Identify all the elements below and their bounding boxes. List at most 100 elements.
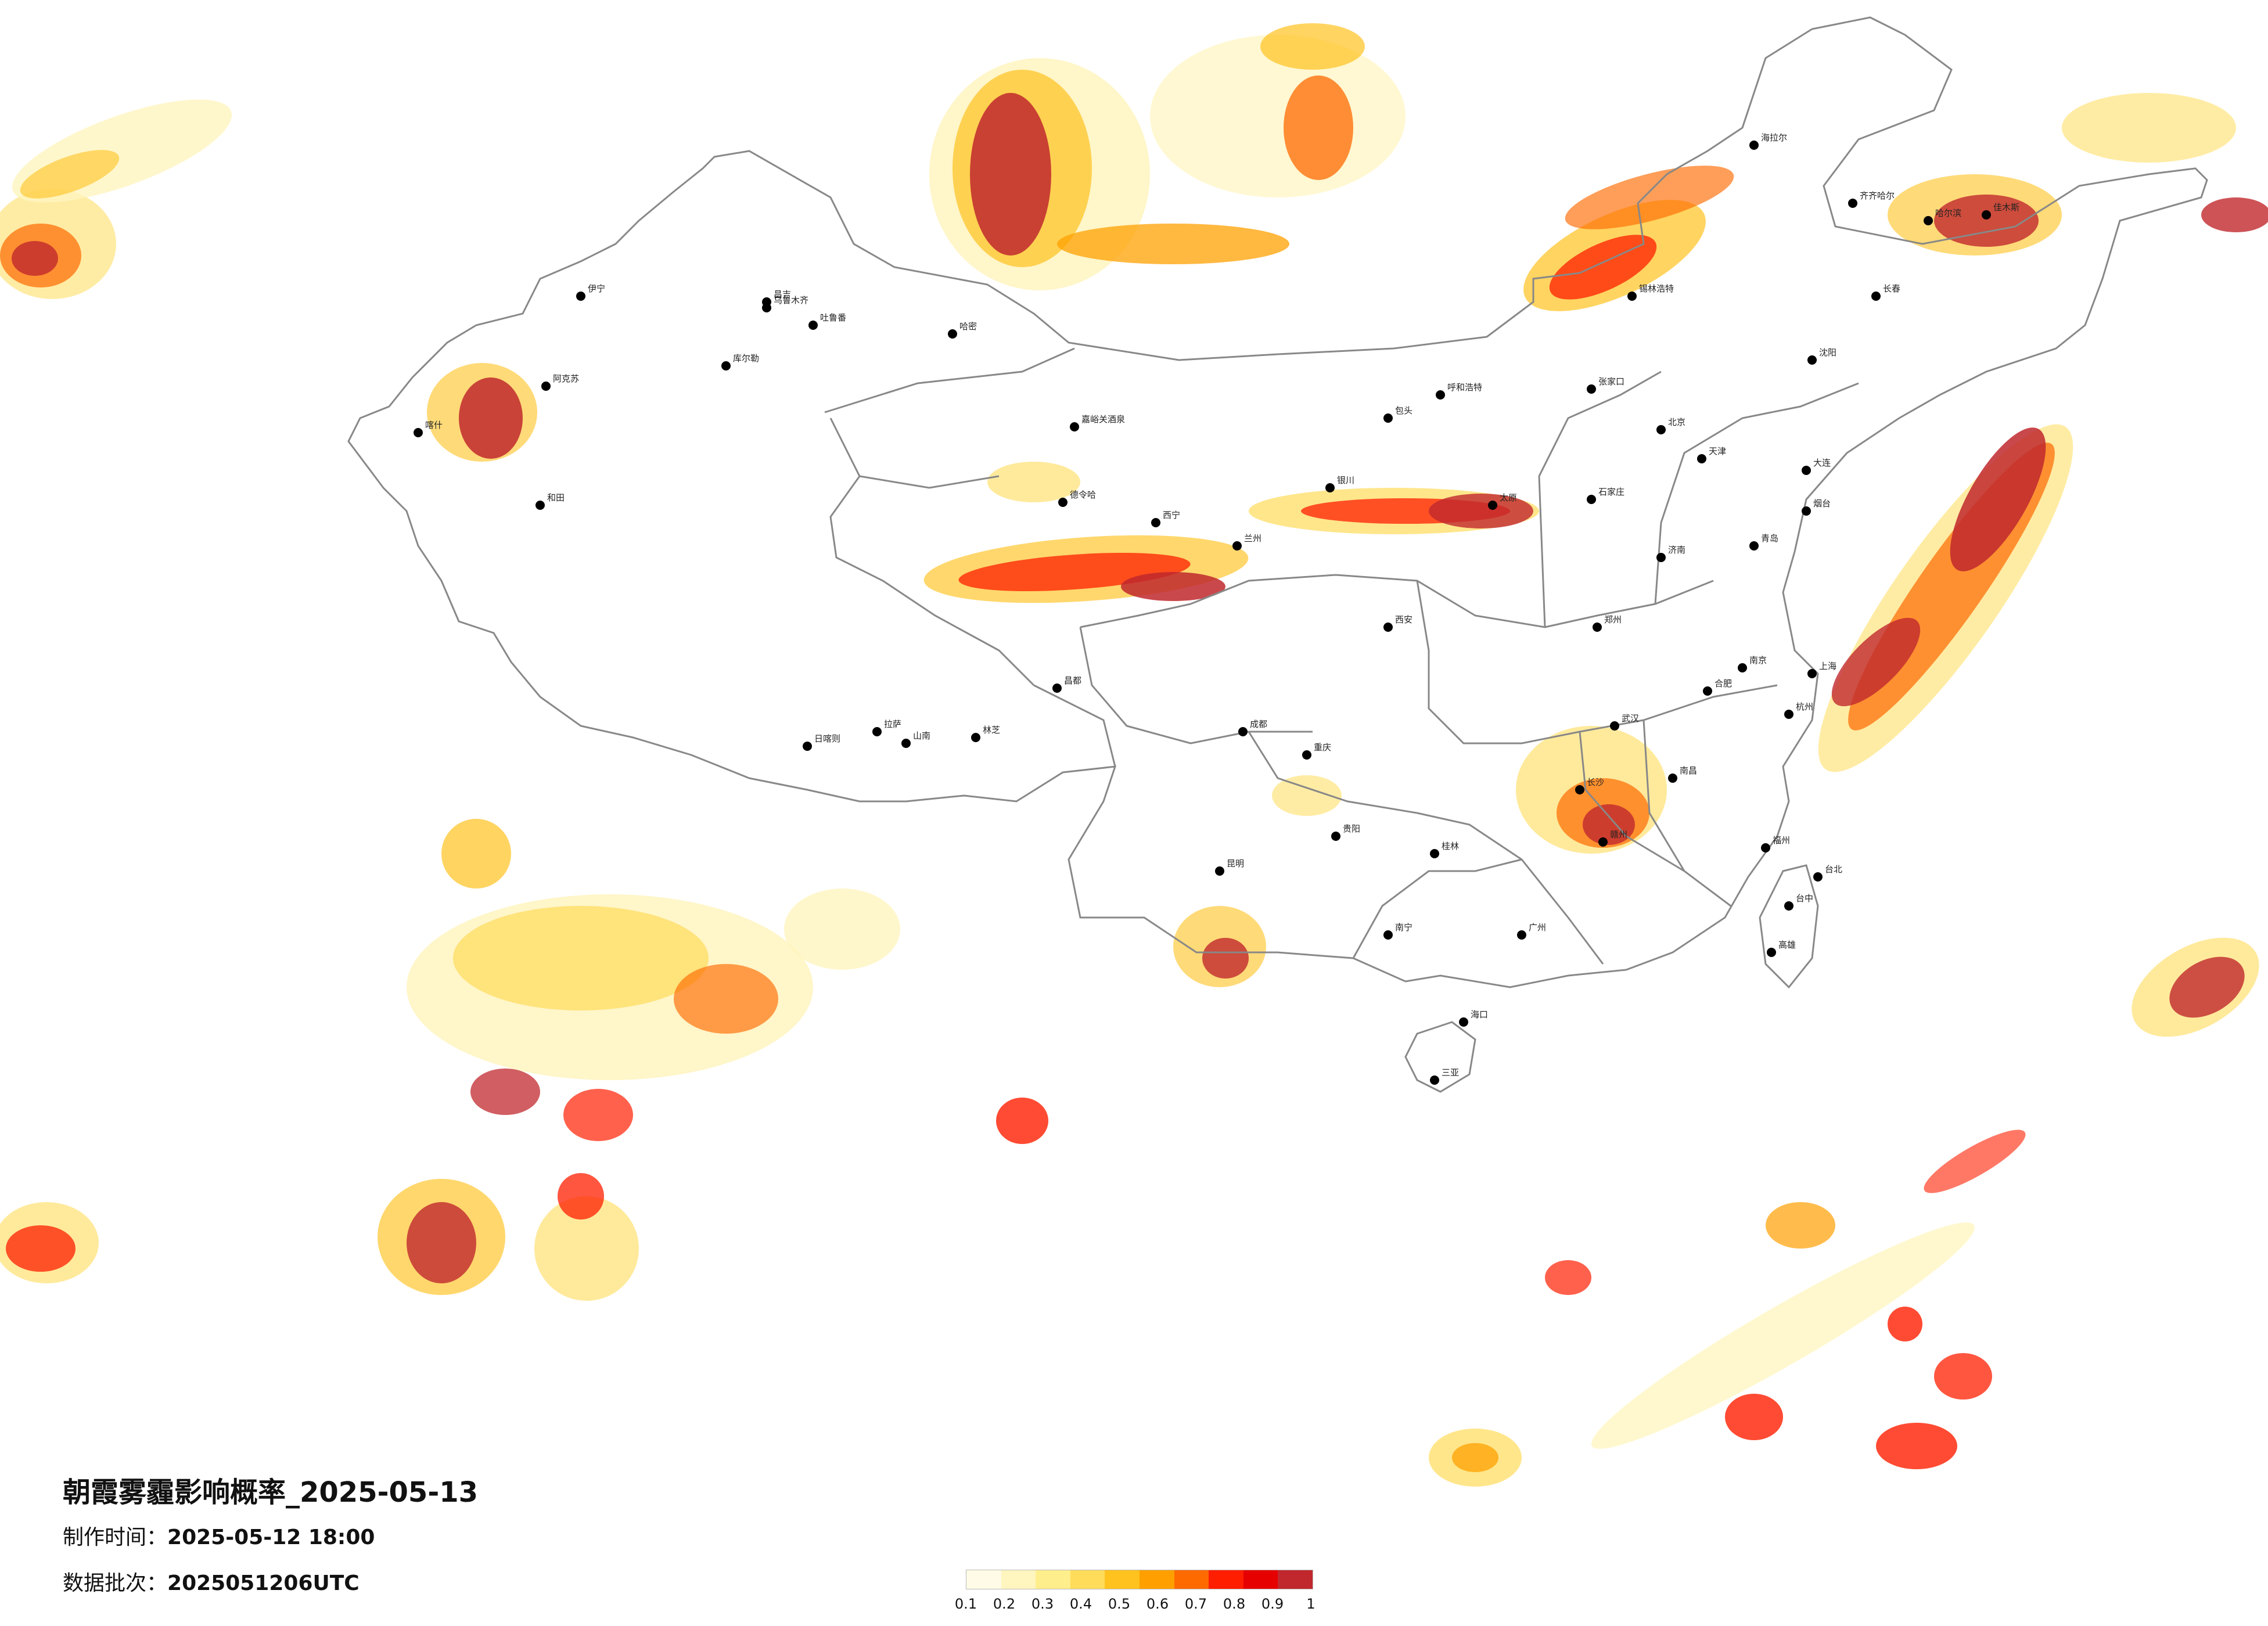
- data-batch: 数据批次：2025051206UTC: [63, 1566, 360, 1596]
- city-dot: [1848, 199, 1857, 208]
- city-dot: [1517, 930, 1526, 940]
- city-label: 广州: [1529, 922, 1546, 933]
- city-marker: 日喀则: [803, 733, 840, 751]
- city-label: 嘉峪关酒泉: [1081, 414, 1125, 425]
- city-marker: 德令哈: [1058, 490, 1096, 507]
- city-label: 西安: [1395, 614, 1412, 625]
- city-label: 济南: [1668, 545, 1685, 555]
- city-dot: [872, 727, 882, 736]
- city-marker: 合肥: [1703, 678, 1732, 696]
- city-label: 呼和浩特: [1447, 382, 1482, 393]
- city-dot: [1813, 872, 1823, 882]
- city-marker: 和田: [535, 492, 565, 510]
- city-dot: [1383, 623, 1393, 632]
- city-marker: 杭州: [1784, 702, 1813, 719]
- city-label: 成都: [1250, 719, 1267, 729]
- legend-swatch-8: [1209, 1570, 1243, 1589]
- legend-swatch-10: [1278, 1570, 1313, 1589]
- city-marker: 台中: [1784, 893, 1813, 911]
- city-dot: [1430, 849, 1439, 858]
- city-label: 沈阳: [1819, 347, 1836, 358]
- legend-swatch-9: [1243, 1570, 1278, 1589]
- city-marker: 银川: [1325, 475, 1354, 492]
- made-time: 制作时间：2025-05-12 18:00: [63, 1520, 375, 1551]
- city-dot: [1325, 483, 1335, 492]
- city-label: 郑州: [1604, 614, 1622, 625]
- city-marker: 重庆: [1302, 742, 1331, 760]
- city-dot: [1761, 843, 1770, 852]
- city-dot: [1784, 710, 1793, 719]
- blob-myanmar: [378, 819, 1048, 1301]
- city-dot: [721, 361, 731, 370]
- city-marker: 西宁: [1151, 510, 1180, 527]
- city-dot: [1749, 141, 1759, 150]
- city-label: 山南: [913, 731, 930, 741]
- map-title: 朝霞雾霾影响概率_2025-05-13: [63, 1476, 479, 1509]
- blob-qinghai-band: [923, 462, 1249, 603]
- city-marker: 武汉: [1610, 713, 1639, 731]
- blob-inner-mongolia-ne: [1523, 93, 2268, 311]
- legend-tick-label: 0.2: [993, 1596, 1016, 1612]
- blob-hunan: [1272, 726, 1667, 854]
- city-label: 日喀则: [814, 733, 840, 744]
- city-label: 林芝: [983, 725, 1000, 735]
- city-dot: [1383, 413, 1393, 423]
- city-dot: [1593, 623, 1602, 632]
- city-dot: [1587, 495, 1596, 504]
- city-marker: 齐齐哈尔: [1848, 190, 1895, 208]
- city-dot: [1459, 1017, 1468, 1027]
- city-marker: 烟台: [1802, 498, 1831, 516]
- city-dot: [1784, 901, 1793, 911]
- city-marker: 石家庄: [1587, 487, 1624, 504]
- city-marker: 嘉峪关酒泉: [1070, 414, 1125, 431]
- city-label: 吐鲁番: [820, 312, 846, 323]
- city-marker: 济南: [1656, 545, 1685, 562]
- city-dot: [1052, 684, 1062, 693]
- city-dot: [1331, 832, 1340, 841]
- city-label: 台中: [1796, 893, 1813, 904]
- made-time-label: 制作时间：: [63, 1526, 168, 1549]
- city-label: 福州: [1773, 835, 1790, 846]
- city-label: 台北: [1825, 864, 1842, 875]
- city-label: 上海: [1819, 661, 1836, 671]
- city-dot: [803, 742, 812, 751]
- city-label: 喀什: [425, 420, 443, 430]
- batch-value: 2025051206UTC: [167, 1571, 360, 1595]
- city-dot: [1802, 506, 1811, 516]
- city-dot: [1802, 466, 1811, 475]
- city-marker: 青岛: [1749, 533, 1778, 551]
- city-marker: 海口: [1459, 1009, 1488, 1027]
- city-marker: 长沙: [1575, 777, 1604, 794]
- legend-swatch-4: [1070, 1570, 1105, 1589]
- city-label: 北京: [1668, 417, 1685, 427]
- city-marker: 昌都: [1052, 675, 1081, 693]
- city-label: 哈尔滨: [1935, 208, 1961, 218]
- legend-swatch-6: [1139, 1570, 1174, 1589]
- city-label: 和田: [547, 492, 565, 503]
- city-dot: [541, 382, 551, 391]
- blob-yunnan: [1173, 906, 1266, 987]
- province-lines-west: [824, 347, 1313, 767]
- city-marker: 大连: [1802, 458, 1831, 475]
- city-dot: [1738, 663, 1747, 672]
- city-label: 重庆: [1314, 742, 1331, 753]
- city-dot: [1703, 686, 1712, 696]
- legend-swatch-2: [1001, 1570, 1036, 1589]
- city-marker: 包头: [1383, 405, 1412, 423]
- legend-tick-label: 0.6: [1146, 1596, 1169, 1612]
- city-label: 贵阳: [1343, 823, 1360, 834]
- city-marker: 哈尔滨: [1924, 208, 1961, 225]
- city-label: 佳木斯: [1993, 202, 2019, 213]
- city-label: 桂林: [1442, 841, 1459, 851]
- city-label: 银川: [1337, 475, 1354, 485]
- city-dot: [1587, 384, 1596, 394]
- city-label: 太原: [1500, 492, 1517, 503]
- china-outline: [347, 16, 2208, 988]
- city-label: 青岛: [1761, 533, 1778, 544]
- taiwan-island: [1759, 864, 1819, 989]
- city-marker: 哈密: [948, 321, 977, 339]
- city-label: 昌都: [1064, 675, 1081, 686]
- city-dot: [1807, 355, 1817, 365]
